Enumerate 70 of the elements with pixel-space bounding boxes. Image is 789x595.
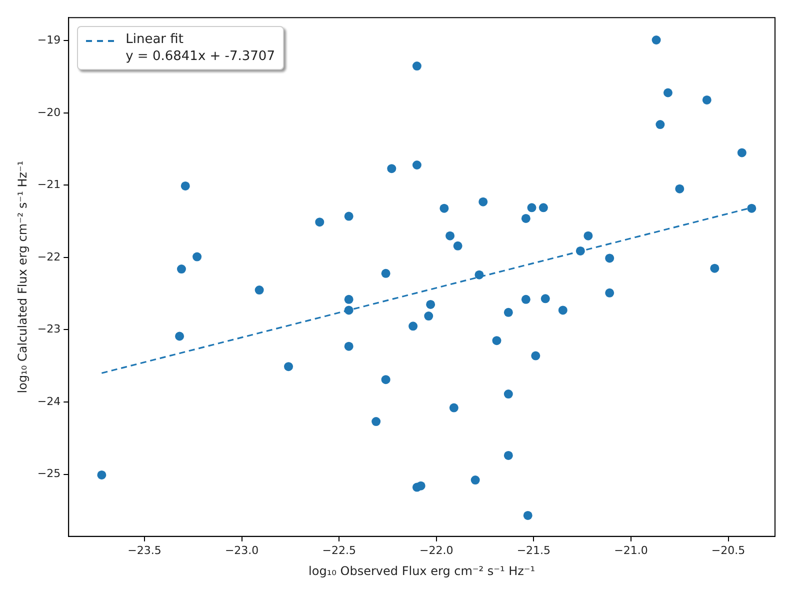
point [416, 481, 426, 490]
y-tick-label: −22 [37, 250, 61, 264]
point [192, 252, 202, 262]
y-axis-title: log₁₀ Calculated Flux erg cm⁻² s⁻¹ Hz⁻¹ [15, 160, 30, 394]
point [504, 308, 513, 317]
point [663, 88, 672, 98]
point [344, 212, 354, 221]
point [470, 476, 480, 485]
point [523, 510, 532, 520]
x-tick-label: −21.0 [614, 544, 648, 557]
point [584, 231, 593, 240]
point [558, 306, 568, 315]
point [344, 294, 354, 304]
point [702, 95, 712, 104]
x-tick-label: −22.0 [420, 544, 454, 557]
point [412, 160, 422, 170]
point [387, 164, 396, 174]
point [412, 62, 422, 71]
point [474, 270, 484, 280]
point [175, 332, 184, 341]
point [605, 254, 614, 263]
point [344, 306, 354, 315]
x-tick-label: −22.5 [322, 544, 356, 557]
y-tick-label: −19 [37, 34, 61, 47]
point [521, 214, 530, 223]
point [504, 450, 513, 460]
y-tick-label: −20 [37, 106, 61, 119]
point [492, 336, 502, 346]
point [284, 362, 294, 372]
point [527, 203, 536, 212]
point [656, 120, 665, 130]
legend-label: Linear fit y = 0.6841x + -7.3707 [126, 30, 275, 65]
point [180, 181, 190, 190]
point [176, 264, 186, 274]
point [344, 342, 354, 351]
x-tick-label: −21.5 [516, 544, 551, 557]
point [747, 204, 756, 213]
point [426, 300, 436, 309]
point [254, 286, 264, 295]
point [381, 268, 390, 278]
point [521, 294, 530, 304]
point [576, 246, 585, 256]
x-tick-label: −20.5 [711, 544, 746, 557]
point [504, 390, 513, 399]
point [440, 204, 449, 213]
x-axis-title: log₁₀ Observed Flux erg cm⁻² s⁻¹ Hz⁻¹ [308, 564, 536, 578]
point [381, 375, 390, 384]
y-tick-label: −25 [37, 467, 61, 480]
point [531, 351, 540, 360]
point [737, 148, 746, 158]
point [424, 312, 434, 321]
point [538, 203, 548, 212]
x-tick-label: −23.0 [224, 544, 259, 557]
point [372, 417, 381, 426]
point [97, 470, 106, 480]
x-tick-label: −23.5 [128, 544, 162, 557]
point [453, 241, 462, 250]
y-tick-label: −23 [37, 322, 61, 336]
point [710, 264, 720, 273]
point [652, 36, 661, 44]
point [449, 403, 458, 412]
point [315, 218, 324, 227]
y-tick-label: −21 [37, 178, 61, 192]
point [446, 231, 455, 240]
point [478, 197, 488, 206]
y-tick-label: −24 [37, 394, 61, 408]
point [675, 184, 684, 194]
point [605, 288, 614, 298]
point [540, 294, 550, 304]
point [408, 322, 418, 331]
